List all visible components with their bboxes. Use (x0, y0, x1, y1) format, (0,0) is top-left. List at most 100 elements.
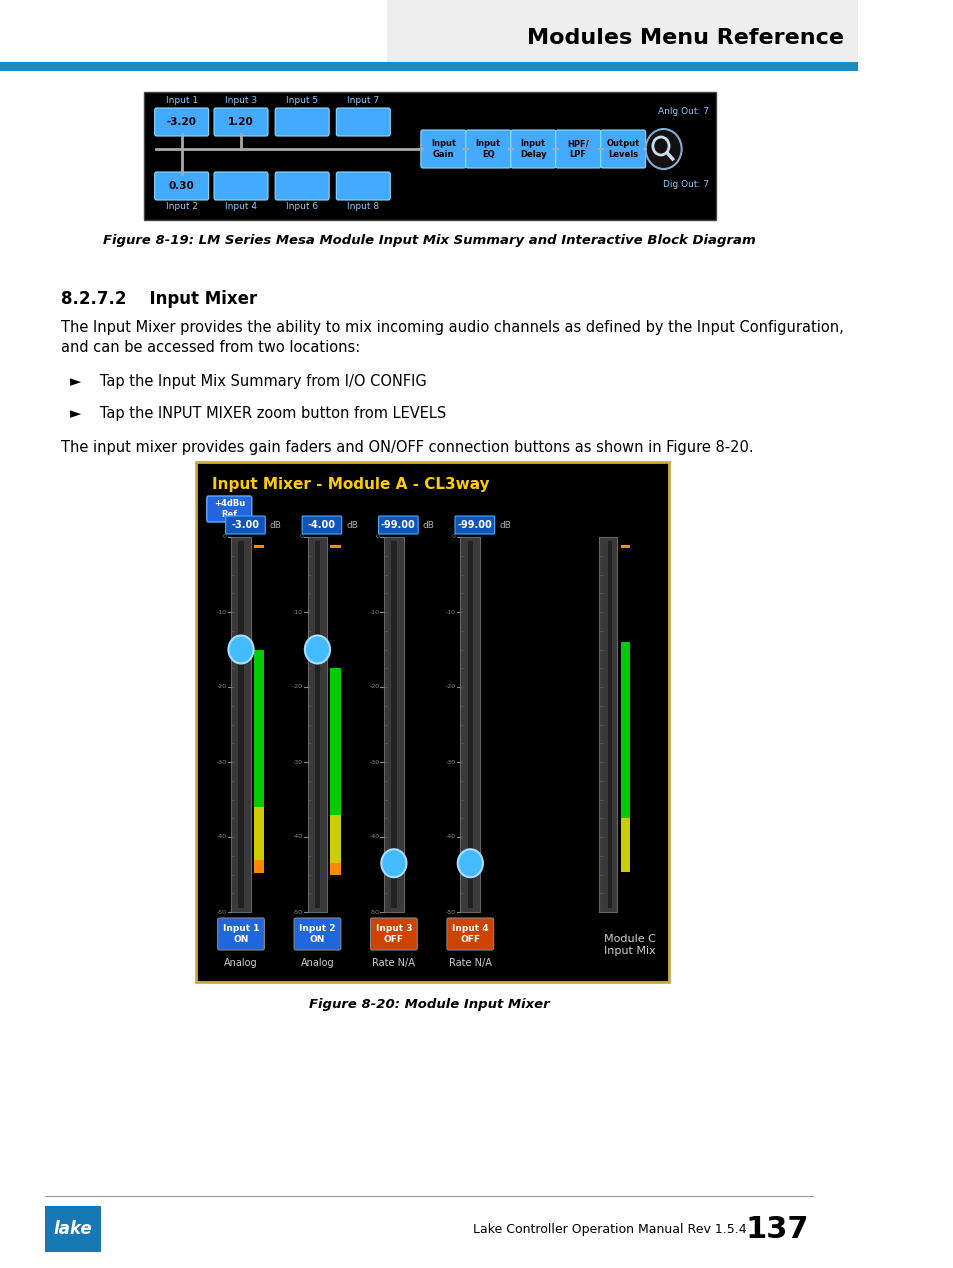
Circle shape (645, 129, 681, 169)
Text: Input 6: Input 6 (286, 202, 318, 210)
FancyBboxPatch shape (213, 172, 268, 200)
FancyBboxPatch shape (302, 516, 341, 534)
FancyBboxPatch shape (510, 131, 556, 167)
Text: -40: -40 (293, 834, 303, 839)
FancyBboxPatch shape (154, 172, 209, 200)
Text: Input 2: Input 2 (166, 202, 197, 210)
Text: -3.00: -3.00 (232, 520, 259, 530)
Text: Input 3
OFF: Input 3 OFF (375, 924, 412, 943)
Bar (607, 541, 611, 908)
Text: The input mixer provides gain faders and ON/OFF connection buttons as shown in F: The input mixer provides gain faders and… (61, 440, 753, 455)
FancyBboxPatch shape (556, 131, 600, 167)
FancyBboxPatch shape (217, 918, 264, 950)
Text: Analog: Analog (300, 959, 334, 967)
Bar (620, 818, 630, 871)
Text: -30: -30 (293, 760, 303, 765)
Circle shape (228, 635, 253, 663)
Text: -30: -30 (216, 760, 227, 765)
Bar (144, 93, 715, 221)
Bar (195, 462, 668, 981)
Bar (330, 814, 340, 864)
Text: Figure 8-20: Module Input Mixer: Figure 8-20: Module Input Mixer (309, 998, 549, 1011)
Text: Module C
Input Mix: Module C Input Mix (603, 935, 655, 956)
Text: and can be accessed from two locations:: and can be accessed from two locations: (61, 340, 360, 355)
Bar (253, 545, 264, 548)
FancyBboxPatch shape (274, 108, 329, 136)
Text: -20: -20 (445, 685, 456, 690)
Text: 0.30: 0.30 (169, 181, 194, 191)
Text: -10: -10 (293, 610, 303, 615)
Text: Rate N/A: Rate N/A (449, 959, 491, 967)
Bar (0, 62, 857, 71)
Text: -10: -10 (216, 610, 227, 615)
FancyBboxPatch shape (207, 496, 252, 522)
Text: -50: -50 (293, 909, 303, 914)
Text: -20: -20 (293, 685, 303, 690)
Text: Figure 8-19: LM Series Mesa Module Input Mix Summary and Interactive Block Diagr: Figure 8-19: LM Series Mesa Module Input… (103, 235, 755, 247)
Text: -40: -40 (445, 834, 456, 839)
Bar (253, 649, 264, 806)
Bar (330, 545, 340, 548)
Text: 8.2.7.2    Input Mixer: 8.2.7.2 Input Mixer (61, 290, 257, 308)
FancyBboxPatch shape (446, 918, 494, 950)
FancyBboxPatch shape (370, 918, 416, 950)
Text: Output
Levels: Output Levels (606, 139, 639, 158)
Text: +4dBu
Ref: +4dBu Ref (213, 500, 245, 519)
Text: ►    Tap the INPUT MIXER zoom button from LEVELS: ► Tap the INPUT MIXER zoom button from L… (71, 406, 446, 421)
Bar (330, 864, 340, 875)
Circle shape (381, 850, 406, 877)
Bar (253, 806, 264, 860)
Text: 137: 137 (745, 1215, 808, 1244)
Text: Lake Controller Operation Manual Rev 1.5.4: Lake Controller Operation Manual Rev 1.5… (473, 1222, 745, 1235)
Text: ►    Tap the Input Mix Summary from I/O CONFIG: ► Tap the Input Mix Summary from I/O CON… (71, 374, 426, 389)
Text: -40: -40 (369, 834, 379, 839)
Circle shape (457, 850, 482, 877)
Text: Dig Out: 7: Dig Out: 7 (662, 180, 708, 189)
Text: 0: 0 (222, 535, 227, 539)
FancyBboxPatch shape (420, 131, 465, 167)
Text: -50: -50 (369, 909, 379, 914)
Bar (238, 541, 243, 908)
Text: Input 1
ON: Input 1 ON (222, 924, 259, 943)
Bar (253, 860, 264, 872)
Text: Input 4: Input 4 (225, 202, 256, 210)
Text: -99.00: -99.00 (380, 520, 416, 530)
Text: -10: -10 (445, 610, 456, 615)
Text: The Input Mixer provides the ability to mix incoming audio channels as defined b: The Input Mixer provides the ability to … (61, 320, 843, 335)
Text: 0: 0 (452, 535, 456, 539)
Bar (314, 541, 320, 908)
Text: Input 3: Input 3 (225, 96, 256, 105)
Bar (598, 538, 617, 912)
FancyBboxPatch shape (378, 516, 417, 534)
Bar (307, 538, 327, 912)
Text: Input 2
ON: Input 2 ON (299, 924, 335, 943)
FancyBboxPatch shape (274, 172, 329, 200)
FancyBboxPatch shape (336, 172, 390, 200)
Text: -40: -40 (216, 834, 227, 839)
FancyBboxPatch shape (213, 108, 268, 136)
Text: -30: -30 (445, 760, 456, 765)
Bar (386, 0, 857, 62)
Text: Input 4
OFF: Input 4 OFF (452, 924, 488, 943)
Text: Modules Menu Reference: Modules Menu Reference (526, 28, 842, 48)
Text: -30: -30 (369, 760, 379, 765)
Text: -3.20: -3.20 (167, 117, 196, 127)
Text: -20: -20 (216, 685, 227, 690)
FancyBboxPatch shape (600, 131, 645, 167)
FancyBboxPatch shape (226, 516, 265, 534)
Text: HPF/
LPF: HPF/ LPF (567, 139, 588, 158)
Bar (384, 538, 403, 912)
Text: Input 8: Input 8 (347, 202, 379, 210)
Text: 1.20: 1.20 (228, 117, 253, 127)
Text: Analog: Analog (224, 959, 257, 967)
Bar (620, 642, 630, 818)
Bar (620, 545, 630, 548)
Bar (460, 538, 479, 912)
Text: Anlg Out: 7: Anlg Out: 7 (657, 107, 708, 115)
Text: Input 1: Input 1 (166, 96, 197, 105)
Text: Input
Gain: Input Gain (431, 139, 456, 158)
Bar (391, 541, 396, 908)
Text: dB: dB (498, 520, 511, 530)
FancyBboxPatch shape (336, 108, 390, 136)
Text: dB: dB (422, 520, 434, 530)
